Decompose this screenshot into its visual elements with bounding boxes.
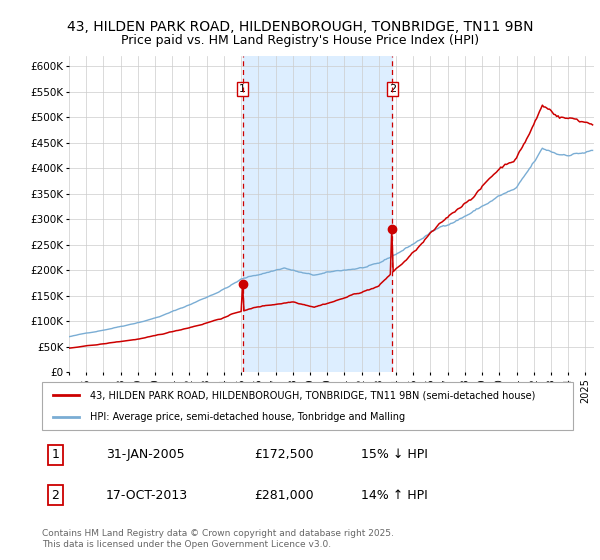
Text: £281,000: £281,000 [254,489,314,502]
Text: 43, HILDEN PARK ROAD, HILDENBOROUGH, TONBRIDGE, TN11 9BN: 43, HILDEN PARK ROAD, HILDENBOROUGH, TON… [67,20,533,34]
Text: £172,500: £172,500 [254,448,314,461]
Text: HPI: Average price, semi-detached house, Tonbridge and Malling: HPI: Average price, semi-detached house,… [90,412,405,422]
Text: 2: 2 [389,84,396,94]
Text: 1: 1 [52,448,59,461]
Text: 14% ↑ HPI: 14% ↑ HPI [361,489,427,502]
Text: 1: 1 [239,84,246,94]
Text: 15% ↓ HPI: 15% ↓ HPI [361,448,427,461]
FancyBboxPatch shape [42,382,573,430]
Text: 43, HILDEN PARK ROAD, HILDENBOROUGH, TONBRIDGE, TN11 9BN (semi-detached house): 43, HILDEN PARK ROAD, HILDENBOROUGH, TON… [90,390,535,400]
Text: Price paid vs. HM Land Registry's House Price Index (HPI): Price paid vs. HM Land Registry's House … [121,34,479,46]
Text: Contains HM Land Registry data © Crown copyright and database right 2025.
This d: Contains HM Land Registry data © Crown c… [42,529,394,549]
Text: 31-JAN-2005: 31-JAN-2005 [106,448,184,461]
Text: 2: 2 [52,489,59,502]
Text: 17-OCT-2013: 17-OCT-2013 [106,489,188,502]
Bar [242,56,392,372]
